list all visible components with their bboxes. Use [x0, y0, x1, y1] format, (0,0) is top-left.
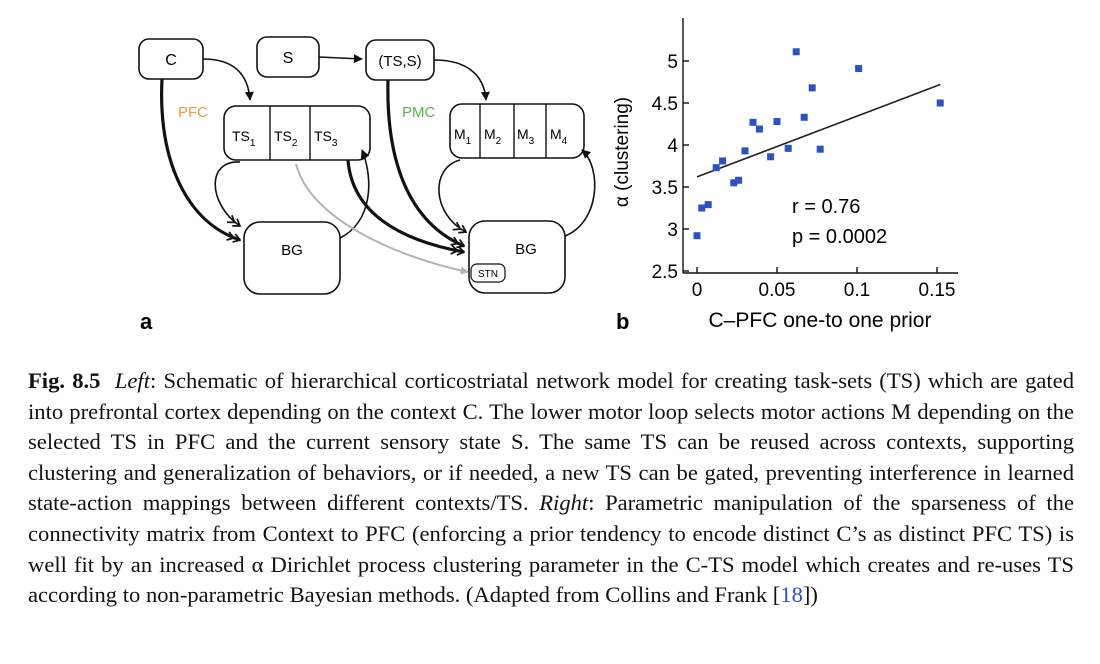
data-point	[816, 145, 824, 153]
data-point	[767, 153, 775, 161]
x-ticks: 0 0.05 0.1 0.15	[692, 267, 956, 301]
panel-a-label: a	[140, 309, 153, 334]
bg-left-label: BG	[281, 242, 303, 259]
ts3-cell: TS3	[314, 128, 338, 149]
caption-label: Fig. 8.5	[28, 368, 101, 393]
x-tick-label: 0.15	[919, 280, 956, 301]
c-to-ts-arrow	[202, 58, 254, 101]
figure-panels: C S (TS,S) PFC PMC TS1 TS2 TS3 M1	[138, 18, 958, 334]
caption-text-end: ])	[802, 582, 818, 608]
data-point	[712, 164, 720, 172]
data-point	[784, 144, 792, 152]
r-annotation: r = 0.76	[792, 196, 860, 218]
context-label: C	[165, 52, 177, 69]
y-tick-label: 5	[667, 52, 678, 73]
data-point	[741, 147, 749, 155]
caption-text-left: : Schematic of hierarchical corticostria…	[28, 368, 1074, 516]
bg-left-to-pfc	[339, 149, 370, 239]
ts3-to-bg-right-path	[346, 159, 464, 252]
c-to-bg-left-path	[160, 78, 240, 240]
data-point	[693, 232, 701, 240]
x-tick-label: 0.05	[759, 280, 796, 301]
data-point	[808, 84, 816, 92]
ts-stripes: TS1 TS2 TS3	[223, 105, 371, 161]
data-points	[693, 48, 944, 240]
ts-s-to-m-arrow	[433, 59, 490, 101]
y-ticks: 2.5 3 3.5 4 4.5 5	[652, 52, 689, 283]
network-schematic: C S (TS,S) PFC PMC TS1 TS2 TS3 M1	[138, 36, 596, 334]
bg-left-box: BG	[243, 221, 341, 295]
data-point	[704, 201, 712, 209]
ts2-cell: TS2	[274, 128, 298, 149]
ts-s-to-bg-right-path	[386, 79, 464, 246]
y-tick-label: 4	[667, 136, 678, 157]
data-point	[719, 157, 727, 165]
y-tick-label: 2.5	[652, 262, 678, 283]
figure-caption: Fig. 8.5 Left: Schematic of hierarchical…	[28, 366, 1074, 611]
state-box: S	[256, 36, 320, 78]
x-axis-label: C–PFC one-to one prior	[709, 309, 932, 332]
caption-left-word: Left	[114, 368, 150, 393]
m-stripes: M1 M2 M3 M4	[449, 103, 585, 159]
caption-right-word: Right	[539, 490, 589, 516]
m1-cell: M1	[454, 126, 472, 147]
scatter-plot: 2.5 3 3.5 4 4.5 5 0 0.05 0.1 0.15 r = 0.76 p = 0…	[612, 18, 958, 334]
citation-link[interactable]: 18	[780, 582, 803, 608]
pmc-label: PMC	[402, 104, 436, 121]
pfc-label: PFC	[178, 104, 208, 121]
ts2-to-stn-path	[295, 163, 469, 275]
x-tick-label: 0.1	[844, 280, 870, 301]
ts-s-box: (TS,S)	[365, 39, 435, 81]
connections	[160, 54, 596, 275]
m2-cell: M2	[484, 126, 502, 147]
data-point	[730, 179, 738, 187]
y-tick-label: 3	[667, 220, 678, 241]
regression-line	[696, 83, 941, 178]
m3-cell: M3	[517, 126, 535, 147]
panel-b-label: b	[616, 309, 629, 334]
y-tick-label: 3.5	[652, 178, 678, 199]
context-box: C	[138, 38, 204, 80]
p-annotation: p = 0.0002	[792, 226, 887, 248]
caption-text-right: : Parametric manipulation of the sparsen…	[28, 490, 1074, 608]
x-tick-label: 0	[692, 280, 703, 301]
ts1-cell: TS1	[232, 128, 256, 149]
s-to-ts-s-arrow	[318, 54, 363, 64]
data-point	[755, 125, 763, 133]
data-point	[735, 176, 743, 184]
data-point	[855, 65, 863, 73]
y-axis-label: α (clustering)	[612, 97, 633, 207]
data-point	[749, 118, 757, 126]
m4-cell: M4	[550, 126, 568, 147]
data-point	[936, 99, 944, 107]
data-point	[792, 48, 800, 56]
bg-right-to-pmc	[564, 149, 596, 237]
data-point	[800, 113, 808, 121]
stn-box: STN	[470, 263, 506, 283]
data-point	[773, 117, 781, 125]
pfc-loop-left	[214, 161, 240, 226]
y-tick-label: 4.5	[652, 94, 678, 115]
pmc-loop-left	[438, 159, 466, 232]
data-point	[698, 204, 706, 212]
bg-right-label: BG	[515, 241, 537, 258]
ts-s-label: (TS,S)	[378, 53, 421, 70]
stn-label: STN	[478, 269, 498, 280]
state-label: S	[283, 50, 294, 67]
